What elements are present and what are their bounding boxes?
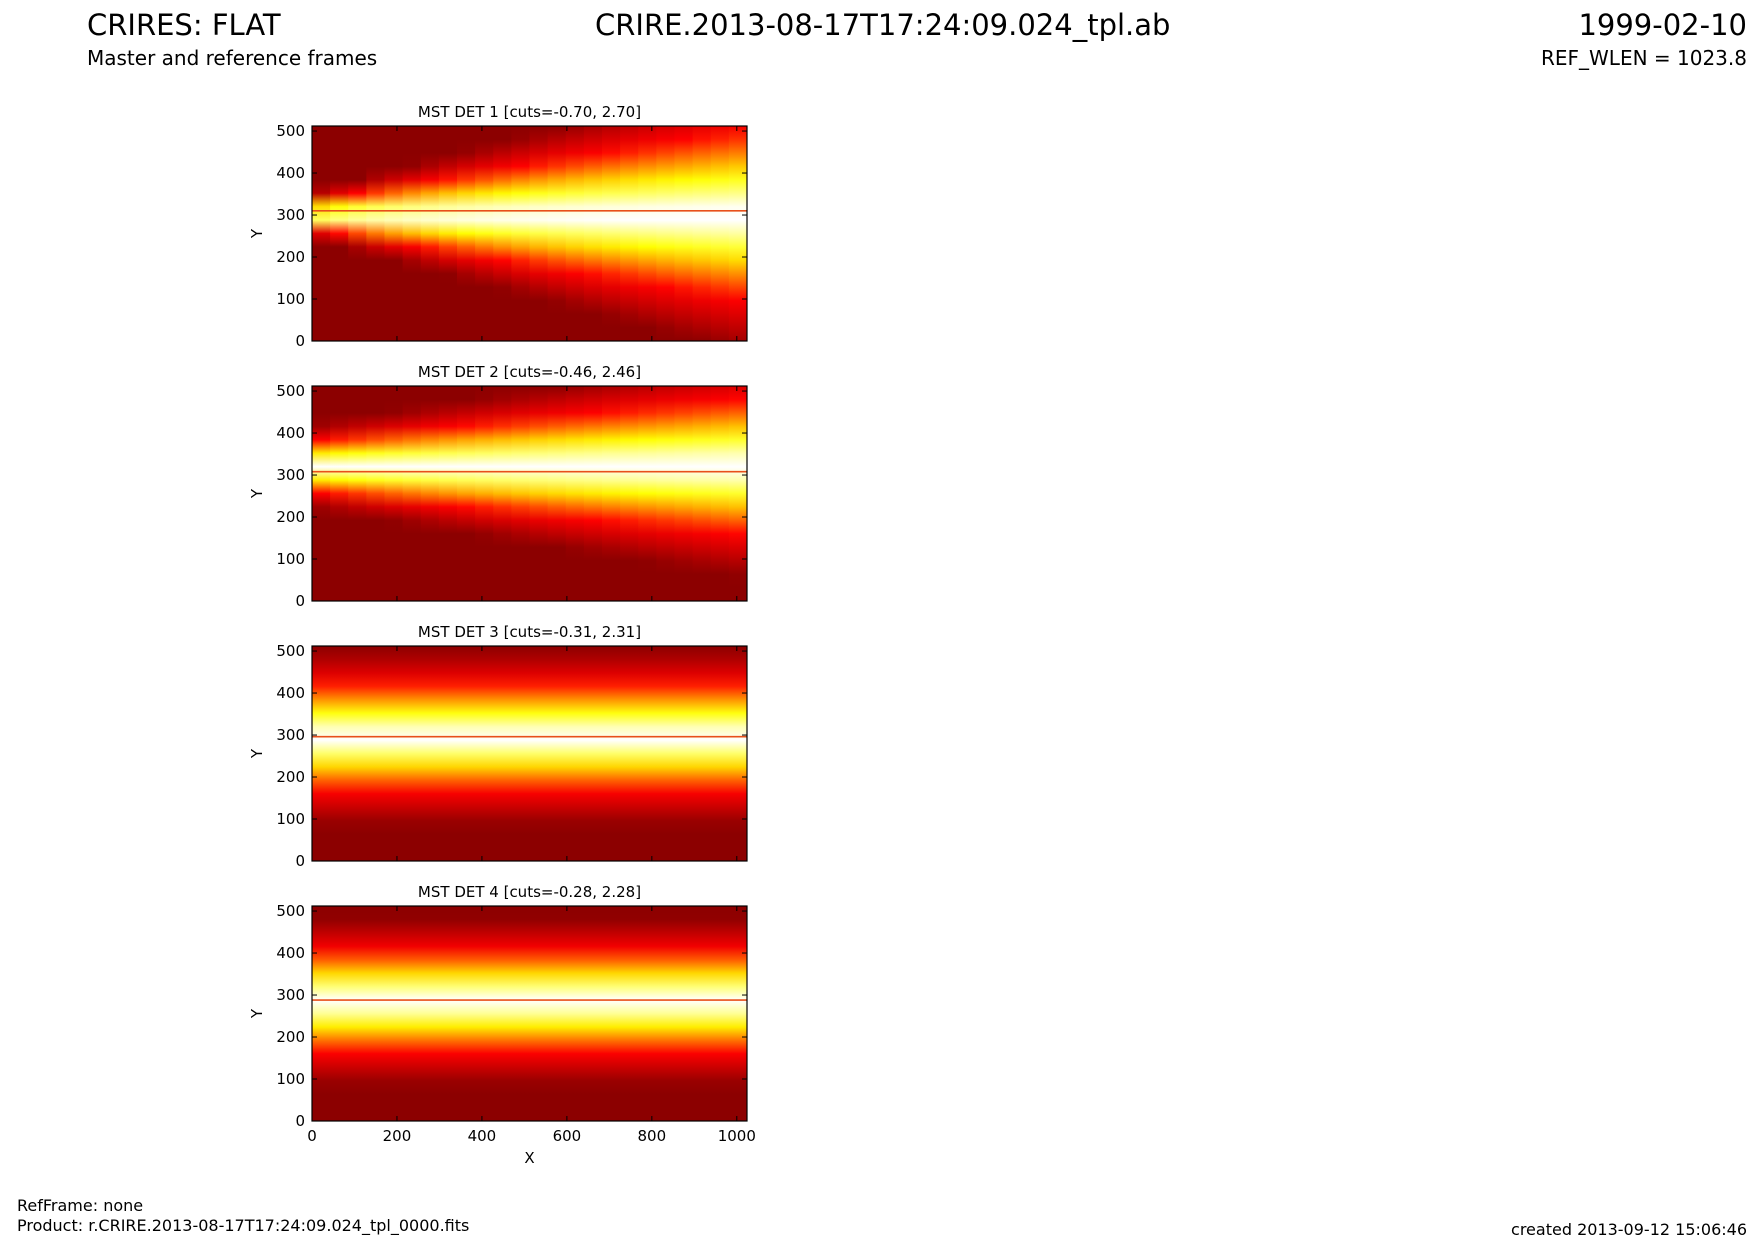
y-axis-label: Y (248, 228, 266, 239)
y-tick-label: 300 (276, 466, 305, 484)
plot-frame (311, 645, 748, 862)
y-tick-label: 100 (276, 1070, 305, 1088)
panel-title: MST DET 4 [cuts=-0.28, 2.28] (418, 883, 641, 901)
y-tick-label: 500 (276, 902, 305, 920)
panel-det-2: MST DET 2 [cuts=-0.46, 2.46] 0 100 200 300 40… (248, 363, 748, 610)
panel-det-3: MST DET 3 [cuts=-0.31, 2.31] 0 100 200 300 40… (248, 623, 748, 870)
x-axis-label: X (524, 1149, 534, 1167)
y-tick-label: 0 (295, 1112, 305, 1130)
y-tick-label: 500 (276, 122, 305, 140)
y-axis-label: Y (248, 488, 266, 499)
detector-image (312, 646, 747, 861)
y-tick-label: 400 (276, 164, 305, 182)
created-timestamp: created 2013-09-12 15:06:46 (1511, 1220, 1747, 1239)
y-tick-label: 400 (276, 684, 305, 702)
panel-det-1: MST DET 1 [cuts=-0.70, 2.70] 0 100 200 300 40… (248, 103, 748, 350)
page-title: CRIRES: FLAT (87, 8, 281, 42)
y-tick-label: 200 (276, 768, 305, 786)
y-tick-label: 400 (276, 944, 305, 962)
product-id: CRIRE.2013-08-17T17:24:09.024_tpl.ab (595, 8, 1171, 42)
y-tick-label: 400 (276, 424, 305, 442)
y-tick-label: 300 (276, 726, 305, 744)
y-tick-label: 0 (295, 852, 305, 870)
y-axis-label: Y (248, 748, 266, 759)
x-tick-label: 400 (468, 1127, 497, 1145)
plot-frame (311, 125, 748, 342)
y-tick-label: 200 (276, 508, 305, 526)
y-tick-label: 0 (295, 592, 305, 610)
page-subtitle: Master and reference frames (87, 46, 378, 70)
panel-title: MST DET 3 [cuts=-0.31, 2.31] (418, 623, 641, 641)
y-tick-label: 300 (276, 986, 305, 1004)
y-tick-label: 100 (276, 810, 305, 828)
panel-det-4: MST DET 4 [cuts=-0.28, 2.28] 0 100 200 300 40… (248, 883, 756, 1167)
detector-image (312, 126, 747, 341)
plot-frame (311, 905, 748, 1122)
reference-wavelength: REF_WLEN = 1023.8 (1540, 46, 1747, 70)
x-tick-label: 0 (307, 1127, 317, 1145)
x-tick-label: 200 (383, 1127, 412, 1145)
y-tick-label: 200 (276, 248, 305, 266)
y-axis-label: Y (248, 1008, 266, 1019)
panel-title: MST DET 1 [cuts=-0.70, 2.70] (418, 103, 641, 121)
y-tick-label: 500 (276, 382, 305, 400)
detector-image (312, 386, 747, 601)
y-tick-label: 500 (276, 642, 305, 660)
panel-title: MST DET 2 [cuts=-0.46, 2.46] (418, 363, 641, 381)
product-filename: Product: r.CRIRE.2013-08-17T17:24:09.024… (17, 1216, 470, 1235)
x-tick-label: 800 (638, 1127, 667, 1145)
x-tick-label: 1000 (718, 1127, 756, 1145)
y-tick-label: 200 (276, 1028, 305, 1046)
y-tick-label: 100 (276, 290, 305, 308)
detector-image (312, 906, 747, 1121)
y-tick-label: 300 (276, 206, 305, 224)
plot-frame (311, 385, 748, 602)
y-tick-label: 100 (276, 550, 305, 568)
y-tick-label: 0 (295, 332, 305, 350)
x-tick-label: 600 (553, 1127, 582, 1145)
refframe-label: RefFrame: none (17, 1196, 144, 1215)
observation-date: 1999-02-10 (1578, 8, 1747, 42)
